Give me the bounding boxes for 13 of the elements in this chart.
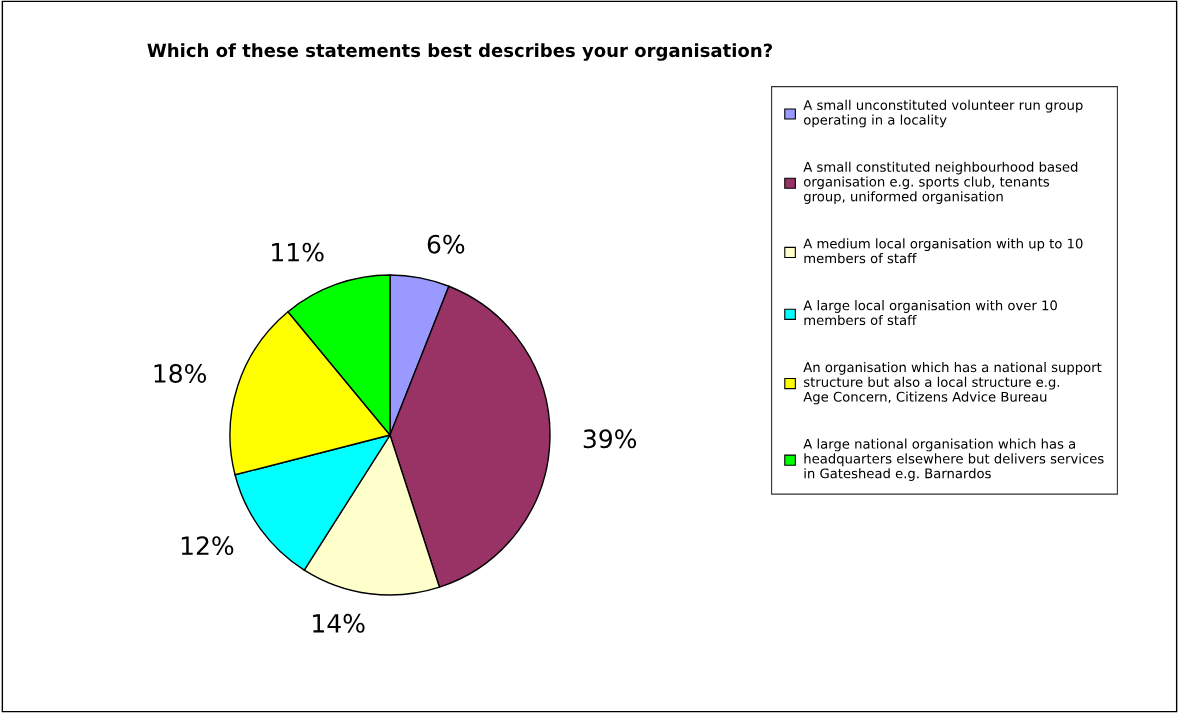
- legend-label: A small constituted neighbourhood based organisation e.g. sports club, tenants group, uniformed organisation: [803, 161, 1078, 204]
- legend-label: A small unconstituted volunteer run group operating in a locality: [803, 99, 1083, 128]
- legend-label: A large national organisation which has a headquarters elsewhere but delivers services in Gateshead e.g. Barnardos: [803, 438, 1104, 481]
- legend-label: An organisation which has a national support structure but also a local structure e.g. Age Concern, Citizens Advice Bureau: [803, 361, 1102, 405]
- legend-label: A medium local organisation with up to 10 members of staff: [803, 238, 1083, 264]
- data-label: 18%: [154, 364, 207, 383]
- chart-title: Which of these statements best describes your organisation?: [147, 43, 772, 61]
- data-label: 12%: [181, 536, 234, 556]
- legend-label: A large local organisation with over 10 members of staff: [803, 300, 1057, 326]
- data-label: 11%: [272, 242, 324, 262]
- data-label: 39%: [583, 429, 637, 449]
- data-label: 6%: [427, 234, 465, 254]
- data-label: 14%: [313, 613, 365, 633]
